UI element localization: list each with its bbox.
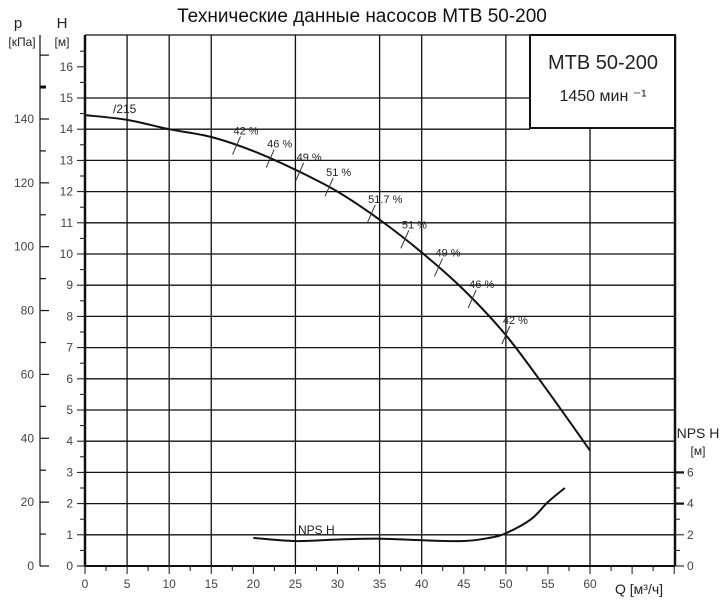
pressure-tick-label: 80	[21, 304, 35, 318]
series: 42 % 46 % 49 % 51 % 51.7 % 51 % 49 % 46 % 42 %	[84, 114, 591, 543]
chart-title: Технические данные насосов MTB 50-200	[177, 6, 547, 27]
npsh-curve	[253, 487, 566, 543]
h-tick-label: 4	[66, 434, 73, 448]
h-tick-label: 6	[66, 372, 73, 386]
pressure-tick-label: 100	[14, 240, 34, 254]
h-tick-label: 16	[60, 60, 74, 74]
pressure-tick-label: 40	[21, 431, 35, 445]
x-tick-label: 55	[541, 577, 555, 591]
efficiency-label: 49 %	[297, 152, 322, 164]
pressure-tick-label: 60	[21, 367, 35, 381]
x-tick-label: 0	[82, 577, 89, 591]
h-axis-unit: [м]	[55, 35, 70, 49]
head-curve	[84, 114, 591, 452]
npsh-tick-label: 4	[687, 497, 694, 511]
legend-speed: 1450 мин ⁻¹	[559, 88, 646, 105]
h-tick-label: 8	[66, 309, 73, 323]
efficiency-label: 46 %	[267, 139, 292, 151]
x-tick-label: 30	[331, 577, 345, 591]
x-tick-label: 10	[162, 577, 176, 591]
h-tick-label: 2	[66, 497, 73, 511]
h-tick-label: 5	[66, 403, 73, 417]
efficiency-label: 49 %	[436, 247, 461, 259]
npsh-tick-label: 2	[687, 528, 694, 542]
h-tick-label: 15	[60, 91, 74, 105]
efficiency-label: 51 %	[326, 167, 351, 179]
efficiency-mark	[295, 162, 305, 182]
h-tick-label: 13	[60, 153, 74, 167]
x-tick-label: 5	[124, 577, 131, 591]
efficiency-mark	[467, 289, 477, 309]
efficiency-mark	[434, 258, 443, 277]
pressure-axis-unit: [кПа]	[8, 35, 35, 49]
efficiency-mark	[324, 178, 334, 197]
efficiency-mark	[232, 136, 241, 155]
x-tick-label: 45	[457, 577, 471, 591]
legend-box: MTB 50-200 1450 мин ⁻¹	[529, 34, 676, 129]
efficiency-label: 42 %	[503, 315, 528, 327]
x-tick-label: 25	[289, 577, 303, 591]
efficiency-label: 51.7 %	[368, 194, 402, 206]
x-tick-label: 40	[415, 577, 429, 591]
x-tick-label: 15	[205, 577, 219, 591]
curve-label-npsh: NPS H	[298, 523, 335, 537]
x-tick-label: 60	[583, 577, 597, 591]
efficiency-label: 51 %	[402, 219, 427, 231]
h-tick-label: 12	[60, 185, 74, 199]
axes: 0123456789101112131415160204060801001201…	[14, 35, 694, 591]
efficiency-label: 42 %	[234, 125, 259, 137]
h-tick-label: 7	[66, 341, 73, 355]
efficiency-mark	[366, 204, 376, 224]
pressure-tick-label: 140	[14, 112, 34, 126]
h-tick-label: 3	[66, 465, 73, 479]
npsh-axis-unit: [м]	[691, 444, 706, 458]
pressure-tick-label: 20	[21, 495, 35, 509]
curve-label-215: /215	[113, 102, 137, 116]
pressure-tick-label: 0	[27, 559, 34, 573]
legend-model: MTB 50-200	[548, 52, 658, 74]
h-tick-label: 14	[60, 122, 74, 136]
x-tick-label: 35	[373, 577, 387, 591]
h-tick-label: 10	[60, 247, 74, 261]
h-tick-label: 1	[66, 528, 73, 542]
x-tick-label: 50	[499, 577, 513, 591]
x-tick-label: 20	[247, 577, 261, 591]
h-tick-label: 9	[66, 278, 73, 292]
efficiency-mark	[501, 325, 511, 345]
efficiency-mark	[265, 149, 275, 168]
pressure-axis-label: p	[14, 15, 22, 32]
npsh-axis-label: NPS H	[677, 425, 720, 441]
efficiency-label: 46 %	[469, 279, 494, 291]
pressure-tick-label: 120	[14, 176, 34, 190]
h-tick-label: 0	[66, 559, 73, 573]
grid	[85, 34, 675, 566]
h-axis-label: H	[57, 15, 68, 32]
h-tick-label: 11	[61, 216, 74, 230]
npsh-tick-label: 0	[687, 559, 694, 573]
x-axis-label: Q [м³/ч]	[615, 581, 663, 597]
efficiency-mark	[400, 230, 410, 249]
npsh-tick-label: 6	[687, 465, 694, 479]
